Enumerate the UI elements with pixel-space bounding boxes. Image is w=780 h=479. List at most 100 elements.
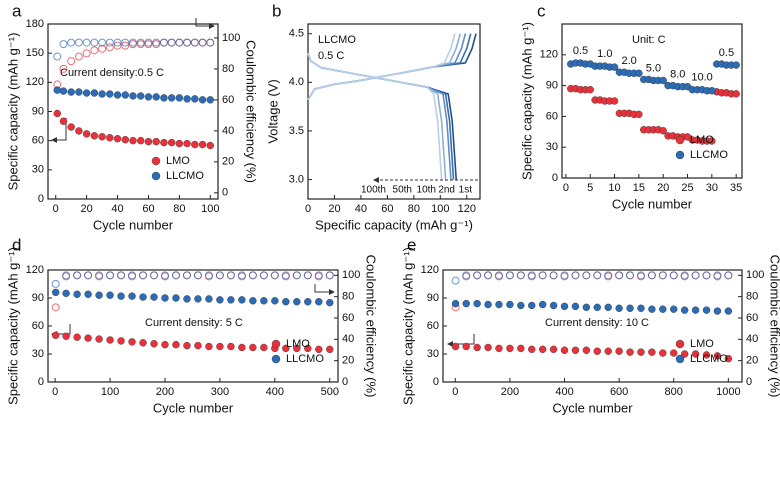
y2-tick-label: 20 — [222, 156, 234, 168]
capacity-point — [708, 87, 716, 95]
efficiency-point — [129, 38, 137, 47]
capacity-point — [128, 338, 136, 346]
capacity-point — [293, 344, 301, 353]
capacity-point — [95, 291, 103, 299]
capacity-point — [249, 297, 257, 305]
capacity-point — [167, 94, 176, 102]
y-tick-label: 120 — [26, 264, 44, 276]
capacity-point — [484, 343, 492, 352]
efficiency-point — [626, 271, 635, 280]
capacity-point — [659, 305, 667, 313]
efficiency-point — [175, 38, 184, 47]
x-tick-label: 20 — [81, 203, 93, 215]
capacity-point — [495, 344, 503, 353]
capacity-point — [62, 332, 70, 340]
efficiency-point — [560, 271, 569, 280]
efficiency-point — [204, 271, 213, 280]
efficiency-point — [658, 271, 667, 280]
capacity-point — [560, 346, 569, 354]
efficiency-point — [582, 271, 591, 280]
y-tick-label: 0 — [38, 376, 44, 388]
efficiency-point — [53, 52, 62, 61]
x-tick-label: 800 — [665, 386, 683, 398]
capacity-point — [517, 344, 525, 353]
efficiency-point — [292, 271, 301, 280]
efficiency-point — [198, 38, 207, 47]
capacity-point — [206, 141, 214, 150]
y2-tick-label: 80 — [342, 291, 354, 303]
y2-axis-label: Coulombic efficiency (%) — [768, 255, 780, 398]
capacity-point — [191, 140, 199, 149]
y-tick-label: 30 — [427, 348, 439, 360]
capacity-point — [549, 345, 558, 354]
annotation: Current density: 5 C — [145, 317, 243, 329]
x-tick-label: 40 — [111, 203, 123, 215]
rate-label: 0.5 — [573, 45, 588, 57]
efficiency-point — [73, 271, 82, 280]
x-tick-label: 0 — [563, 182, 569, 194]
capacity-point — [150, 293, 158, 301]
y-tick-label: 3.0 — [289, 173, 304, 185]
annotation: Current density:0.5 C — [60, 67, 164, 79]
capacity-point — [495, 300, 503, 309]
efficiency-point — [325, 271, 334, 280]
capacity-point — [708, 137, 716, 145]
capacity-point — [205, 295, 213, 303]
cycle-label: 50th — [393, 185, 412, 196]
efficiency-point — [113, 38, 122, 47]
efficiency-point — [484, 271, 493, 280]
x-tick-label: 80 — [173, 203, 185, 215]
capacity-point — [648, 348, 656, 356]
x-axis-label: Cycle number — [552, 400, 633, 415]
efficiency-point — [59, 40, 68, 49]
efficiency-point — [84, 271, 93, 280]
x-axis-label: Cycle number — [612, 196, 693, 211]
capacity-point — [139, 293, 147, 301]
efficiency-point — [193, 271, 202, 280]
capacity-point — [160, 94, 168, 102]
capacity-point — [160, 138, 168, 147]
efficiency-point — [303, 271, 312, 280]
capacity-point — [451, 342, 460, 351]
capacity-point — [75, 88, 83, 96]
efficiency-point — [159, 38, 168, 47]
y2-tick-label: 20 — [342, 355, 354, 367]
rate-label: 10.0 — [691, 72, 712, 84]
capacity-point — [582, 303, 591, 312]
efficiency-point — [669, 271, 678, 280]
capacity-point — [216, 342, 224, 351]
capacity-point — [304, 344, 312, 353]
x-tick-label: 200 — [501, 386, 519, 398]
panel-label: b — [272, 1, 281, 20]
efficiency-point — [59, 64, 68, 73]
x-axis-label: Specific capacity (mAh g⁻¹) — [315, 217, 473, 232]
efficiency-point — [82, 49, 91, 58]
capacity-point — [73, 333, 81, 341]
x-tick-label: 1000 — [716, 386, 740, 398]
efficiency-point — [259, 271, 268, 280]
efficiency-point — [121, 38, 130, 47]
capacity-point — [538, 300, 547, 309]
efficiency-point — [691, 271, 700, 280]
legend-label: LLCMO — [690, 353, 728, 365]
y-axis-label: Specific capacity (mAh g⁻¹) — [5, 247, 20, 405]
efficiency-point — [51, 303, 60, 312]
capacity-point — [67, 88, 75, 96]
capacity-point — [198, 140, 207, 149]
voltage-curve — [307, 33, 456, 180]
efficiency-point — [462, 271, 471, 280]
capacity-point — [315, 298, 323, 306]
efficiency-point — [505, 271, 514, 280]
y-tick-label: 0 — [433, 376, 439, 388]
y-tick-label: 60 — [32, 135, 44, 147]
capacity-point — [106, 90, 114, 98]
capacity-point — [659, 76, 667, 85]
capacity-point — [282, 344, 290, 353]
y2-axis-label: Coulombic efficiency (%) — [364, 255, 379, 398]
x-tick-label: 60 — [142, 203, 154, 215]
rate-label: 5.0 — [646, 62, 661, 74]
capacity-point — [326, 298, 334, 307]
efficiency-point — [248, 271, 257, 280]
x-tick-label: 80 — [408, 203, 420, 215]
legend-marker — [151, 171, 161, 181]
